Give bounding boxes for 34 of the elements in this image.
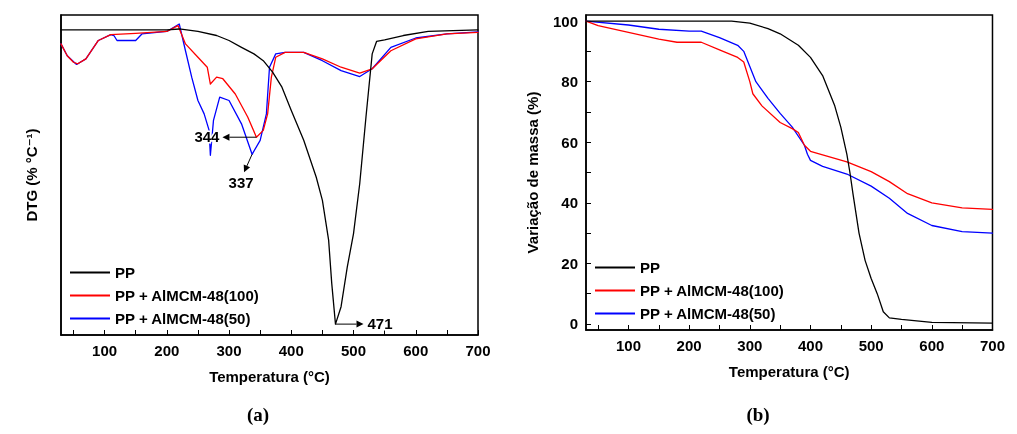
x-tick-label: 200 (676, 337, 702, 354)
y-tick-label: 40 (561, 194, 578, 212)
x-tick-label: 400 (797, 337, 823, 354)
y-axis-title: Variação de massa (%) (524, 91, 541, 254)
x-tick-label: 300 (737, 337, 763, 354)
x-tick-label: 100 (92, 342, 118, 359)
x-tick-label: 500 (341, 342, 367, 359)
x-axis-title: Temperatura (°C) (728, 363, 850, 380)
x-tick-label: 400 (278, 342, 304, 359)
legend-label: PP + AlMCM-48(50) (115, 310, 251, 327)
x-tick-label: 700 (979, 337, 1005, 354)
x-tick-label: 100 (615, 337, 641, 354)
annotation: 471 (367, 315, 393, 333)
x-tick-label: 300 (216, 342, 242, 359)
legend-label: PP + AlMCM-48(100) (640, 282, 784, 299)
legend-label: PP + AlMCM-48(100) (115, 287, 259, 304)
y-tick-label: 60 (561, 133, 578, 151)
x-tick-label: 500 (858, 337, 884, 354)
x-tick-label: 200 (154, 342, 180, 359)
x-tick-label: 600 (403, 342, 429, 359)
x-tick-label: 600 (919, 337, 945, 354)
annotation: 337 (228, 174, 254, 192)
legend-label: PP (115, 264, 136, 281)
y-tick-label: 0 (569, 315, 578, 333)
y-tick-label: 80 (561, 73, 578, 91)
y-tick-label: 20 (561, 254, 578, 272)
legend-label: PP + AlMCM-48(50) (640, 305, 776, 322)
y-axis-title: DTG (% °C⁻¹) (23, 128, 40, 222)
text: (b) (746, 404, 770, 426)
x-tick-label: 700 (465, 342, 491, 359)
text: (a) (246, 404, 270, 426)
x-axis-title: Temperatura (°C) (209, 368, 330, 385)
legend-label: PP (640, 259, 661, 276)
y-tick-label: 100 (552, 12, 578, 30)
